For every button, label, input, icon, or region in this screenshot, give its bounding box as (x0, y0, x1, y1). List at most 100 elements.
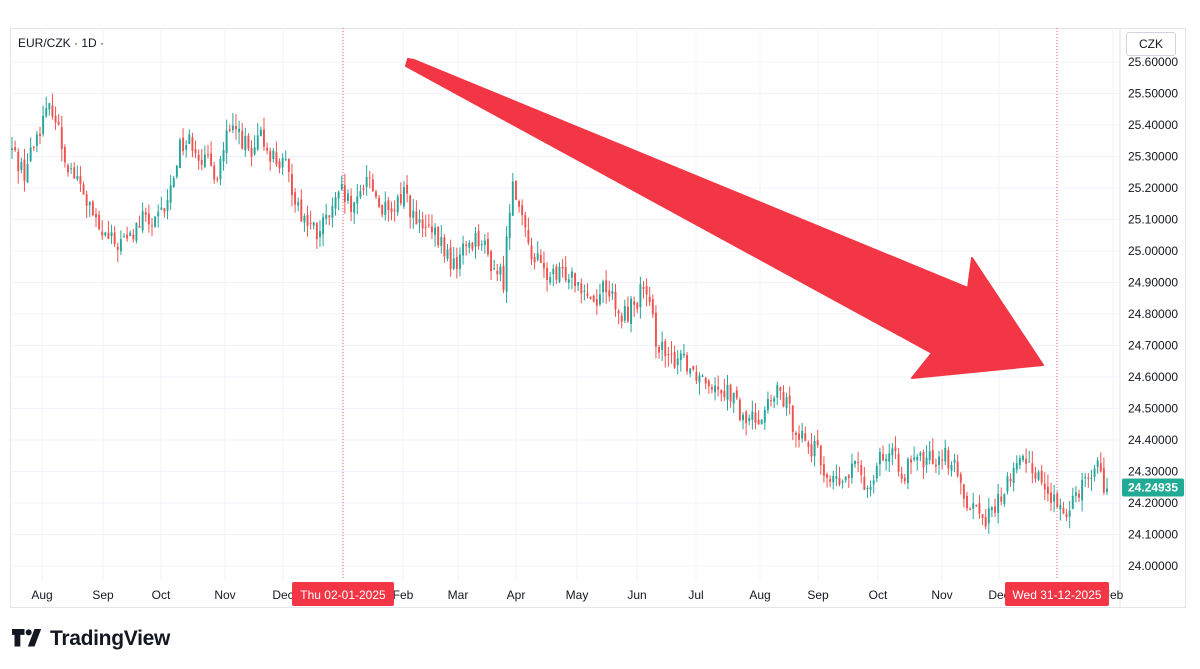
candle-body (259, 129, 262, 137)
candle-body (732, 392, 735, 404)
candle-body (172, 178, 175, 188)
candle-body (1078, 493, 1080, 498)
price-axis[interactable]: 24.00000 24.10000 24.20000 24.30000 24.40000… (1119, 28, 1178, 608)
candle-body (269, 151, 272, 162)
candle-body (695, 371, 698, 381)
candle-body (471, 243, 474, 250)
brand-name: TradingView (50, 627, 171, 650)
candle-body (449, 247, 452, 270)
candle-body (343, 185, 346, 202)
candle-body (104, 232, 107, 236)
candle-body (371, 179, 374, 192)
candle-body (29, 147, 32, 161)
candle-body (238, 128, 241, 133)
candle-body (1015, 463, 1018, 470)
candle-body (151, 225, 153, 227)
candle-body (207, 154, 209, 156)
candle-body (770, 400, 772, 402)
candle-body (79, 175, 82, 184)
candle-body (197, 154, 200, 161)
candle-body (826, 474, 828, 478)
candle-body (521, 205, 524, 215)
candle-body (574, 273, 577, 286)
time-axis[interactable]: AugSepOctNovDecJanFebMarAprMayJunJulAugS… (31, 588, 1123, 602)
candle-body (854, 460, 856, 465)
candle-body (994, 506, 996, 513)
candle-body (502, 265, 505, 290)
candle-body (1040, 470, 1043, 483)
y-tick-label: 24.50000 (1128, 402, 1178, 416)
candle-body (51, 105, 54, 117)
candle-body (384, 202, 387, 215)
candle-body (726, 384, 729, 400)
candle-body (580, 283, 583, 294)
candle-body (630, 298, 633, 324)
candle-body (154, 216, 157, 227)
candle-body (735, 390, 738, 398)
candle-body (664, 341, 667, 357)
x-tick-label: Dec (272, 588, 293, 602)
candle-body (990, 507, 993, 511)
candle-body (934, 464, 937, 467)
candle-body (91, 201, 94, 216)
candle-body (496, 270, 499, 275)
candle-body (225, 130, 228, 153)
currency-button[interactable]: CZK (1126, 32, 1176, 56)
candle-body (113, 232, 116, 245)
candle-body (256, 135, 259, 150)
candle-body (577, 282, 580, 286)
candle-body (953, 459, 956, 463)
candle-body (692, 366, 695, 370)
candle-body (32, 146, 35, 148)
candle-body (639, 284, 642, 308)
candle-body (794, 432, 797, 435)
candle-body (885, 458, 888, 462)
candle-body (1046, 486, 1049, 494)
candle-body (729, 384, 732, 402)
crosshair-date-badge (1005, 582, 1109, 606)
candle-body (875, 466, 878, 479)
y-tick-label: 24.90000 (1128, 276, 1178, 290)
candle-body (281, 157, 284, 168)
candle-body (720, 389, 723, 394)
candle-body (676, 358, 679, 366)
candle-body (567, 279, 570, 283)
candle-body (1090, 477, 1093, 479)
candle-body (57, 121, 60, 125)
candle-body (894, 447, 897, 452)
candle-body (39, 133, 41, 136)
candle-body (132, 234, 135, 240)
candle-body (287, 158, 290, 173)
candle-body (490, 251, 493, 272)
candle-body (272, 150, 275, 160)
candle-body (975, 505, 978, 507)
candle-body (592, 295, 595, 302)
candle-body (427, 224, 430, 226)
crosshair-date-label: Wed 31-12-2025 (1012, 588, 1102, 602)
candle-body (73, 167, 76, 179)
candle-body (418, 219, 421, 223)
candle-body (972, 503, 975, 509)
candle-body (623, 306, 626, 321)
x-tick-label: Dec (988, 588, 1009, 602)
candle-body (844, 476, 847, 481)
x-tick-label: Oct (869, 588, 888, 602)
candle-body (107, 232, 110, 239)
candle-body (231, 125, 234, 131)
candle-body (530, 245, 533, 260)
candle-body (300, 199, 303, 222)
candle-body (598, 294, 601, 305)
candle-body (200, 159, 203, 165)
candle-body (670, 353, 673, 355)
x-tick-label: May (566, 588, 589, 602)
candle-body (819, 445, 822, 466)
symbol-label[interactable]: EUR/CZK · 1D · (18, 36, 105, 50)
candle-body (1087, 477, 1090, 479)
candle-body (85, 194, 88, 206)
candle-body (748, 418, 751, 421)
candle-body (1102, 468, 1105, 493)
candle-body (362, 188, 365, 190)
tradingview-logo[interactable]: TradingView (12, 626, 170, 652)
candle-body (275, 152, 278, 165)
